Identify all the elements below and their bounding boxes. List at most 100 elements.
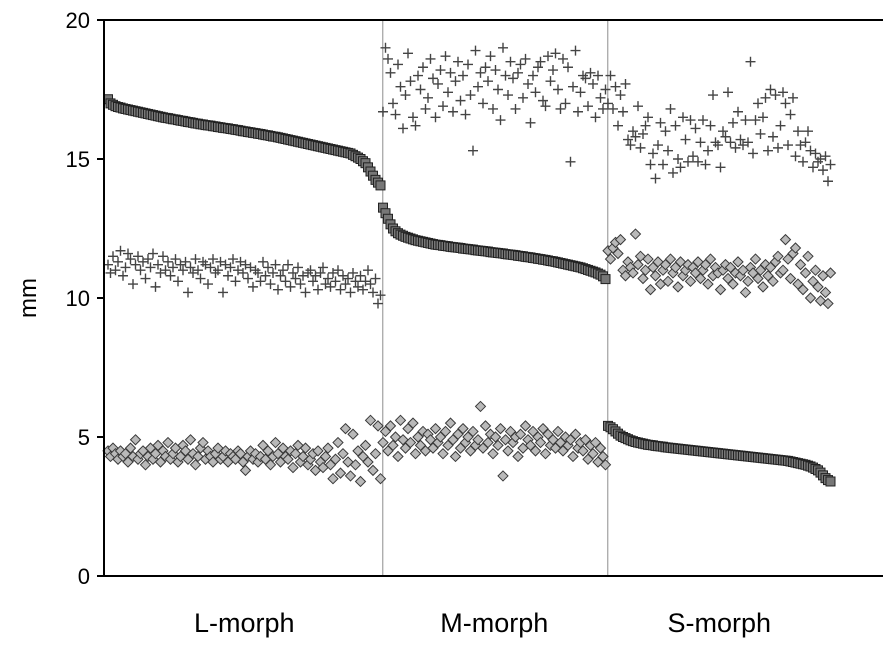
plus-point bbox=[385, 67, 396, 78]
plus-point bbox=[770, 90, 781, 101]
plus-point bbox=[575, 87, 586, 98]
diamond-point bbox=[124, 442, 137, 454]
diamond-point bbox=[449, 450, 462, 463]
group-labels: L-morph M-morph S-morph bbox=[194, 608, 771, 638]
plus-point bbox=[535, 56, 546, 67]
diamond-point bbox=[519, 420, 532, 432]
plus-point bbox=[735, 134, 746, 145]
axes bbox=[103, 19, 883, 577]
plus-point bbox=[210, 267, 221, 278]
diamond-point bbox=[649, 270, 662, 282]
plus-point bbox=[195, 273, 206, 284]
plus-point bbox=[510, 103, 521, 114]
diamond-point bbox=[184, 434, 197, 446]
plus-point bbox=[398, 123, 408, 134]
diamond-point bbox=[482, 436, 494, 449]
diamond-point bbox=[492, 439, 504, 452]
plus-point bbox=[343, 273, 353, 284]
plus-point bbox=[390, 109, 401, 120]
plus-point bbox=[323, 273, 333, 284]
plus-point bbox=[465, 90, 476, 101]
plus-point bbox=[348, 267, 358, 278]
diamond-point bbox=[404, 436, 417, 449]
plus-point bbox=[718, 126, 728, 137]
plus-point bbox=[533, 62, 543, 73]
diamond-point bbox=[429, 422, 442, 435]
plus-point bbox=[160, 265, 171, 276]
diamond-point bbox=[332, 436, 344, 449]
diamond-point bbox=[539, 447, 552, 460]
plus-point bbox=[375, 290, 386, 301]
plus-point bbox=[295, 279, 306, 290]
diamond-point bbox=[567, 450, 579, 463]
plus-point bbox=[673, 154, 683, 164]
diamond-point bbox=[784, 272, 797, 285]
diamond-point bbox=[642, 253, 654, 265]
plus-point bbox=[793, 126, 803, 137]
plus-point bbox=[610, 81, 621, 92]
group-separators bbox=[382, 20, 609, 576]
diamond-point bbox=[512, 450, 524, 463]
plus-point bbox=[150, 281, 161, 292]
diamond-point bbox=[497, 470, 509, 482]
plus-point bbox=[723, 87, 733, 98]
plus-point bbox=[435, 65, 446, 76]
diamond-point bbox=[437, 447, 449, 460]
plus-point bbox=[638, 128, 648, 139]
plus-point bbox=[105, 267, 116, 278]
diamond-point bbox=[824, 267, 837, 279]
plus-point bbox=[613, 120, 623, 131]
plus-point bbox=[240, 259, 251, 270]
plus-point bbox=[420, 103, 431, 114]
plus-point bbox=[635, 142, 646, 153]
plus-point bbox=[215, 256, 226, 267]
diamond-point bbox=[714, 283, 727, 296]
plus-point bbox=[400, 90, 411, 101]
diamond-point bbox=[779, 233, 792, 246]
plus-point bbox=[258, 256, 268, 267]
plus-point bbox=[720, 131, 731, 142]
plus-point bbox=[503, 90, 513, 101]
plus-point bbox=[485, 51, 496, 62]
plus-point bbox=[180, 256, 191, 267]
plus-point bbox=[318, 262, 328, 273]
plus-point bbox=[478, 98, 488, 109]
plus-point bbox=[203, 279, 213, 290]
plus-point bbox=[690, 123, 701, 134]
diamond-point bbox=[367, 464, 379, 477]
plus-point bbox=[418, 62, 428, 73]
plus-point bbox=[453, 56, 463, 67]
plus-point bbox=[430, 112, 441, 123]
plus-point bbox=[663, 145, 673, 156]
plus-point bbox=[680, 134, 691, 145]
plus-point bbox=[410, 120, 421, 131]
diamond-point bbox=[339, 422, 352, 435]
plus-point bbox=[428, 73, 438, 84]
plus-point bbox=[305, 265, 316, 276]
plus-point bbox=[433, 78, 443, 89]
plus-point bbox=[658, 159, 668, 170]
plus-point bbox=[648, 148, 658, 159]
plus-point bbox=[790, 151, 801, 162]
y-tick-label: 15 bbox=[66, 147, 90, 172]
diamond-point bbox=[264, 459, 277, 471]
plus-point bbox=[595, 92, 606, 103]
y-tick-label: 0 bbox=[78, 564, 90, 589]
diamond-point bbox=[644, 283, 657, 296]
plus-point bbox=[605, 70, 616, 81]
plus-point bbox=[600, 84, 611, 95]
diamond-point bbox=[534, 436, 547, 449]
plus-point bbox=[178, 265, 188, 276]
plus-point bbox=[310, 270, 321, 281]
plus-point bbox=[623, 134, 633, 145]
plus-point bbox=[208, 254, 218, 265]
diamond-point bbox=[802, 250, 814, 263]
plus-point bbox=[755, 128, 766, 139]
plus-point bbox=[490, 65, 501, 76]
plus-point bbox=[220, 259, 231, 270]
plus-point bbox=[113, 256, 123, 267]
plus-point bbox=[548, 65, 558, 76]
plus-point bbox=[773, 142, 783, 153]
plus-point bbox=[298, 270, 308, 281]
plus-point bbox=[233, 265, 243, 276]
